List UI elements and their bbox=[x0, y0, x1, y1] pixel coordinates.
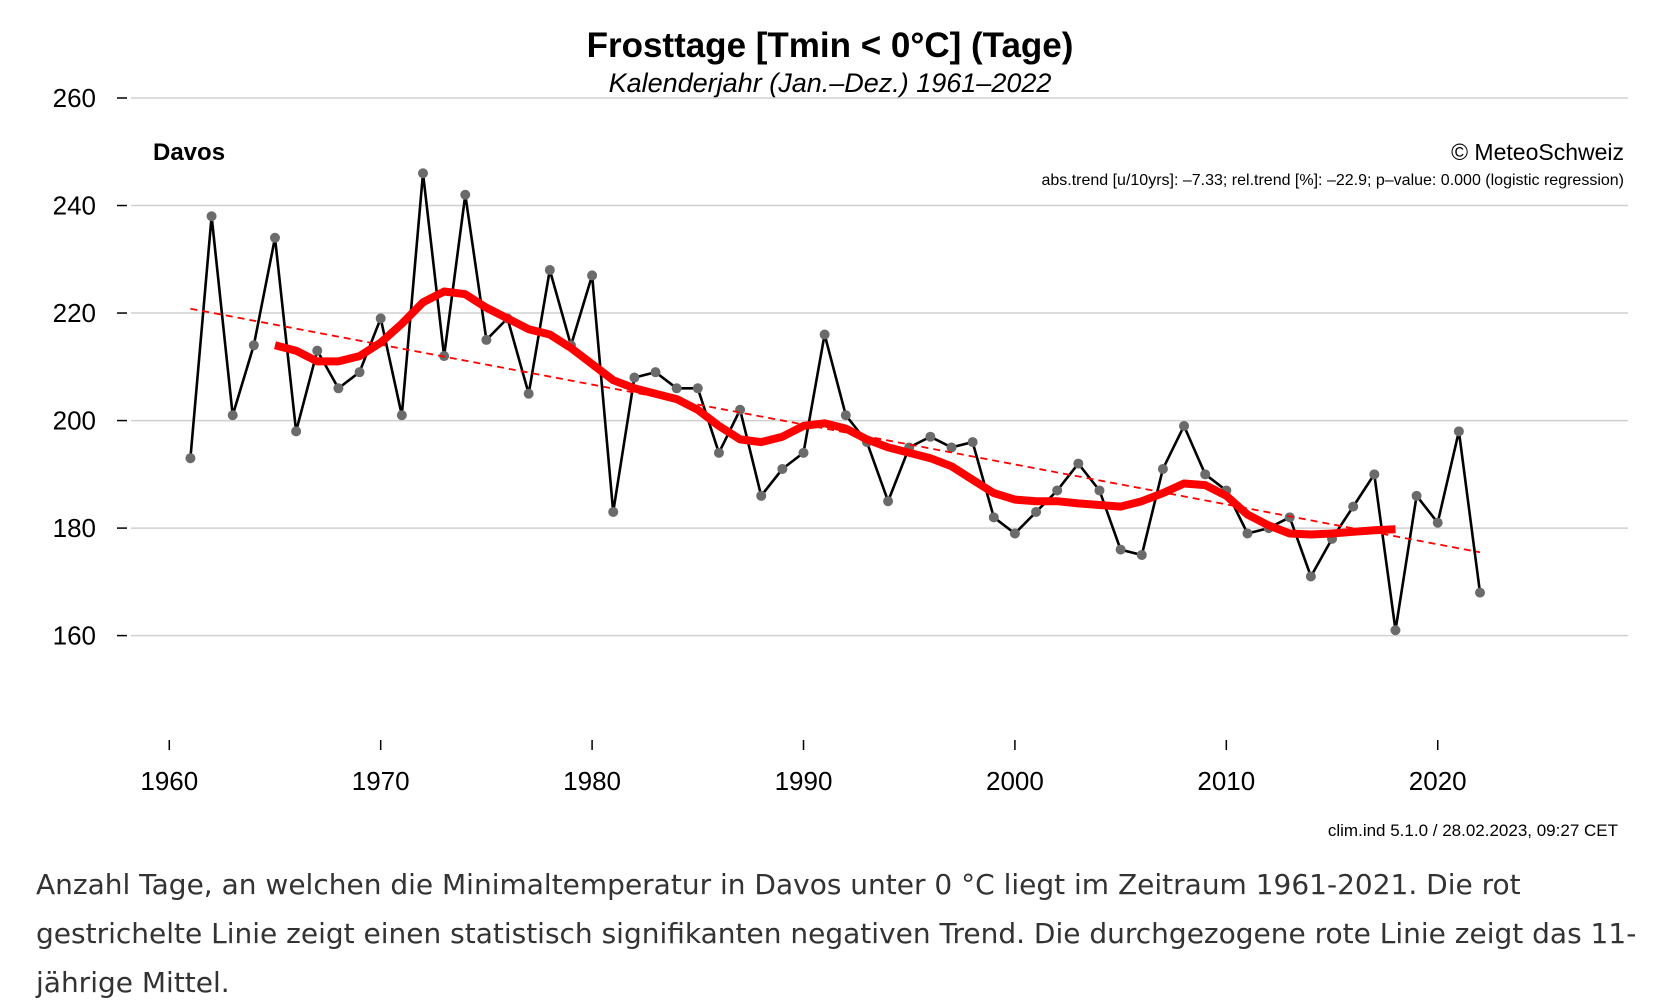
data-point bbox=[692, 383, 703, 394]
data-point bbox=[1157, 463, 1168, 474]
data-point bbox=[1052, 485, 1063, 496]
data-point bbox=[1073, 458, 1084, 469]
x-tick-label: 2020 bbox=[1409, 766, 1467, 796]
x-tick-label: 2000 bbox=[986, 766, 1044, 796]
y-tick-label: 260 bbox=[53, 83, 96, 113]
data-point bbox=[1115, 544, 1126, 555]
data-point bbox=[523, 388, 534, 399]
data-point bbox=[460, 189, 471, 200]
y-tick-label: 180 bbox=[53, 513, 96, 543]
data-point bbox=[1432, 517, 1443, 528]
data-point bbox=[1305, 571, 1316, 582]
data-point bbox=[1136, 549, 1147, 560]
x-tick-label: 1970 bbox=[352, 766, 410, 796]
chart-title: Frosttage [Tmin < 0°C] (Tage) bbox=[587, 26, 1074, 65]
data-point bbox=[713, 447, 724, 458]
data-point bbox=[291, 426, 302, 437]
y-tick-label: 240 bbox=[53, 191, 96, 221]
data-point bbox=[967, 437, 978, 448]
data-point bbox=[269, 232, 280, 243]
data-point bbox=[925, 431, 936, 442]
data-point bbox=[840, 410, 851, 421]
data-point bbox=[312, 345, 323, 356]
data-point bbox=[227, 410, 238, 421]
data-point bbox=[1179, 420, 1190, 431]
data-point bbox=[671, 383, 682, 394]
annual-values-line bbox=[189, 173, 1482, 631]
trend-line bbox=[190, 307, 1481, 554]
data-point bbox=[1094, 485, 1105, 496]
data-point bbox=[946, 442, 957, 453]
y-tick-label: 200 bbox=[53, 406, 96, 436]
data-point bbox=[1390, 625, 1401, 636]
data-point bbox=[587, 270, 598, 281]
data-point bbox=[354, 367, 365, 378]
data-point bbox=[735, 404, 746, 415]
copyright-label: © MeteoSchweiz bbox=[1451, 139, 1624, 165]
data-point bbox=[396, 410, 407, 421]
data-point bbox=[185, 453, 196, 464]
data-point bbox=[1242, 528, 1253, 539]
trend-info: abs.trend [u/10yrs]: –7.33; rel.trend [%… bbox=[1041, 172, 1624, 189]
data-point bbox=[608, 506, 619, 517]
data-point bbox=[544, 265, 555, 276]
y-tick-label: 160 bbox=[53, 621, 96, 651]
data-point bbox=[1009, 528, 1020, 539]
data-point bbox=[1369, 469, 1380, 480]
moving-average-line bbox=[274, 287, 1396, 539]
footer-label: clim.ind 5.1.0 / 28.02.2023, 09:27 CET bbox=[1328, 821, 1618, 840]
y-axis: 160 180 200 220 240 260 bbox=[53, 83, 127, 651]
data-point bbox=[481, 334, 492, 345]
series-layer bbox=[185, 168, 1486, 636]
x-tick-label: 1990 bbox=[775, 766, 833, 796]
data-point bbox=[248, 340, 259, 351]
data-point bbox=[1348, 501, 1359, 512]
chart-subtitle: Kalenderjahr (Jan.–Dez.) 1961–2022 bbox=[609, 68, 1052, 98]
data-point bbox=[1200, 469, 1211, 480]
y-tick-label: 220 bbox=[53, 298, 96, 328]
data-point bbox=[1453, 426, 1464, 437]
chart: Frosttage [Tmin < 0°C] (Tage) Kalenderja… bbox=[53, 26, 1628, 840]
data-point bbox=[375, 313, 386, 324]
data-point bbox=[988, 512, 999, 523]
figure-caption: Anzahl Tage, an welchen die Minimaltempe… bbox=[36, 868, 1637, 999]
data-point bbox=[333, 383, 344, 394]
data-point bbox=[1031, 506, 1042, 517]
data-point bbox=[756, 490, 767, 501]
data-point bbox=[798, 447, 809, 458]
data-point bbox=[1284, 512, 1295, 523]
data-point bbox=[1411, 490, 1422, 501]
grid-lines bbox=[131, 97, 1628, 637]
x-tick-label: 1980 bbox=[563, 766, 621, 796]
data-point bbox=[417, 168, 428, 179]
x-tick-label: 1960 bbox=[140, 766, 198, 796]
station-label: Davos bbox=[153, 139, 225, 166]
data-point bbox=[206, 211, 217, 222]
data-point bbox=[777, 463, 788, 474]
data-point bbox=[629, 372, 640, 383]
data-point bbox=[1475, 587, 1486, 598]
data-point bbox=[819, 329, 830, 340]
data-point bbox=[650, 367, 661, 378]
x-tick-label: 2010 bbox=[1197, 766, 1255, 796]
x-axis: 1960 1970 1980 1990 2000 2010 2020 bbox=[140, 740, 1467, 796]
data-point bbox=[883, 496, 894, 507]
